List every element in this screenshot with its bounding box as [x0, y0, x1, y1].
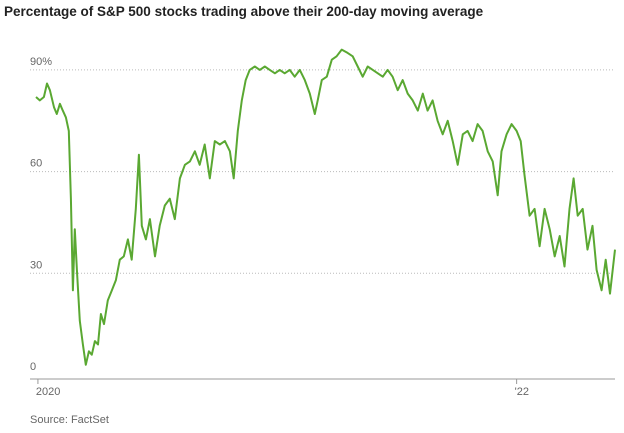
x-tick-label: '22: [515, 386, 529, 398]
y-tick-label: 90%: [30, 56, 52, 68]
y-tick-label: 0: [30, 361, 36, 373]
chart-title: Percentage of S&P 500 stocks trading abo…: [4, 4, 484, 19]
x-tick-label: 2020: [36, 386, 60, 398]
y-tick-label: 30: [30, 259, 42, 271]
data-line: [35, 48, 616, 366]
source-note: Source: FactSet: [30, 414, 109, 426]
y-tick-label: 60: [30, 158, 42, 170]
